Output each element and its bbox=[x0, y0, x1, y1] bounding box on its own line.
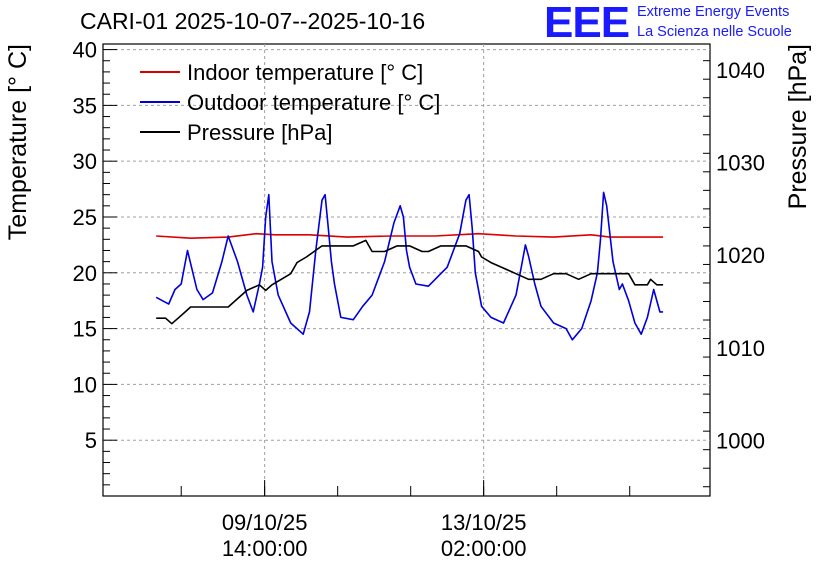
series-line-2 bbox=[156, 239, 664, 325]
left-tick-label: 35 bbox=[73, 93, 97, 118]
left-tick-label: 30 bbox=[73, 149, 97, 174]
plot-frame bbox=[102, 43, 711, 497]
right-tick-label: 1040 bbox=[716, 58, 765, 83]
logo-subtitle-line1: Extreme Energy Events bbox=[637, 4, 790, 20]
series-line-1 bbox=[155, 191, 664, 341]
chart-title: CARI-01 2025-10-07--2025-10-16 bbox=[80, 8, 426, 34]
logo-subtitle-line2: La Scienza nelle Scuole bbox=[637, 24, 792, 40]
series-line-0 bbox=[156, 232, 664, 239]
right-tick-label: 1020 bbox=[716, 243, 765, 268]
right-tick-label: 1030 bbox=[716, 151, 765, 176]
legend-label-0: Indoor temperature [° C] bbox=[187, 60, 423, 85]
left-tick-label: 15 bbox=[73, 317, 97, 342]
x-tick-label-time: 02:00:00 bbox=[441, 536, 527, 561]
left-tick-label: 40 bbox=[73, 38, 97, 63]
left-tick-label: 10 bbox=[73, 372, 97, 397]
x-tick-label-date: 09/10/25 bbox=[222, 510, 308, 535]
eee-logo: EEE bbox=[544, 0, 630, 47]
right-axis-title: Pressure [hPa] bbox=[784, 44, 812, 209]
left-axis-title: Temperature [° C] bbox=[4, 44, 32, 240]
x-tick-label-time: 14:00:00 bbox=[222, 536, 308, 561]
legend-label-1: Outdoor temperature [° C] bbox=[187, 90, 440, 115]
left-tick-label: 20 bbox=[73, 261, 97, 286]
x-tick-label-date: 13/10/25 bbox=[441, 510, 527, 535]
right-tick-label: 1010 bbox=[716, 336, 765, 361]
left-tick-label: 25 bbox=[73, 205, 97, 230]
left-tick-label: 5 bbox=[85, 428, 97, 453]
right-tick-label: 1000 bbox=[716, 428, 765, 453]
legend-label-2: Pressure [hPa] bbox=[187, 120, 333, 145]
